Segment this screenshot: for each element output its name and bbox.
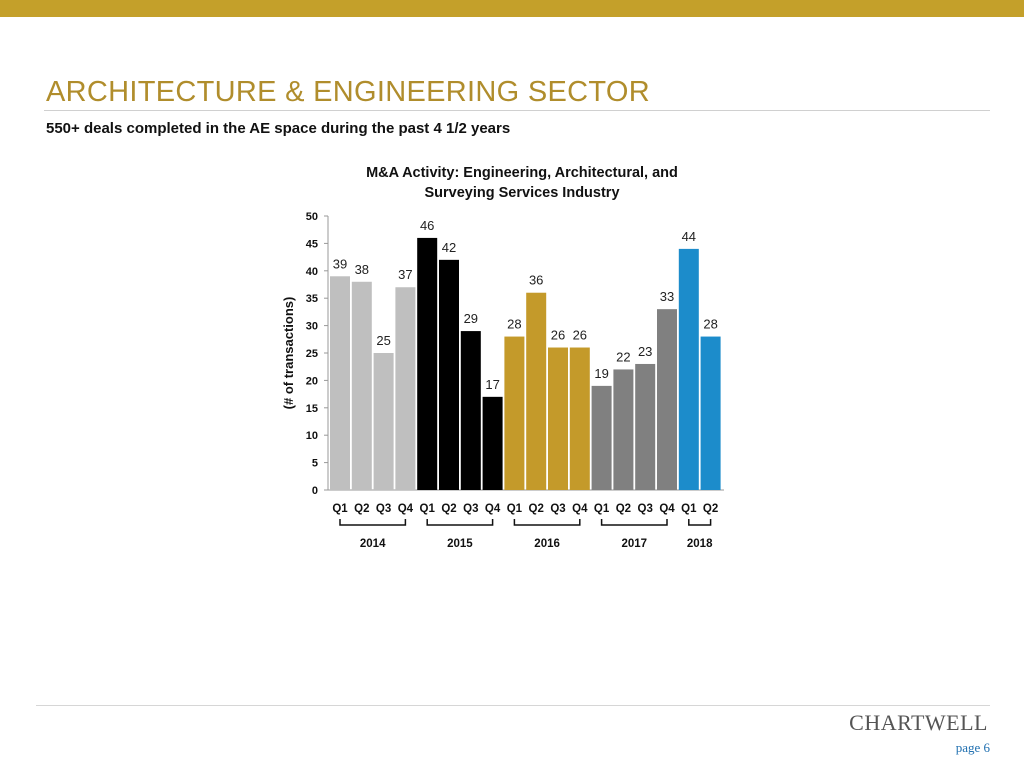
bar-2015-q2 — [439, 259, 459, 490]
year-label: 2015 — [447, 538, 473, 550]
bar-value-label: 25 — [376, 333, 390, 348]
page-subtitle: 550+ deals completed in the AE space dur… — [46, 120, 511, 137]
bar-2014-q1 — [330, 276, 350, 490]
bar-2016-q4 — [569, 347, 590, 490]
bar-value-label: 26 — [551, 328, 565, 343]
y-tick-label: 15 — [306, 403, 318, 415]
y-tick-label: 45 — [306, 238, 318, 250]
footer-divider — [36, 705, 990, 706]
bar-2014-q4 — [395, 287, 416, 490]
year-bracket — [339, 519, 407, 526]
x-tick-label: Q4 — [485, 503, 501, 515]
bar-2015-q1 — [417, 237, 438, 490]
x-tick-label: Q3 — [638, 503, 653, 515]
chart-title-line-1: M&A Activity: Engineering, Architectural… — [366, 165, 678, 181]
bar-value-label: 44 — [682, 229, 696, 244]
year-label: 2018 — [687, 538, 713, 550]
y-tick-label: 35 — [306, 293, 318, 305]
bar-value-label: 39 — [333, 256, 347, 271]
bar-2015-q3 — [460, 331, 481, 490]
year-bracket — [513, 519, 581, 526]
bar-value-label: 26 — [573, 328, 587, 343]
year-bracket — [688, 519, 712, 526]
y-axis-label: (# of transactions) — [281, 297, 296, 410]
bar-value-label: 42 — [442, 240, 456, 255]
x-tick-label: Q1 — [507, 503, 523, 515]
x-tick-label: Q3 — [550, 503, 565, 515]
y-tick-label: 30 — [306, 321, 318, 333]
y-tick-label: 10 — [306, 430, 318, 442]
top-accent-bar — [0, 0, 1024, 17]
x-tick-label: Q2 — [616, 503, 631, 515]
bar-value-label: 17 — [485, 377, 499, 392]
x-tick-label: Q1 — [594, 503, 610, 515]
bar-value-label: 46 — [420, 218, 434, 233]
year-bracket — [600, 519, 668, 526]
page-title: ARCHITECTURE & ENGINEERING SECTOR — [46, 76, 650, 108]
chartwell-logo: CHARTWELL — [849, 710, 988, 735]
x-tick-label: Q1 — [420, 503, 436, 515]
bar-value-label: 37 — [398, 267, 412, 282]
bar-2016-q2 — [526, 292, 547, 490]
page-number: page 6 — [955, 740, 990, 755]
bar-value-label: 29 — [464, 311, 478, 326]
bar-value-label: 33 — [660, 289, 674, 304]
x-tick-label: Q3 — [463, 503, 478, 515]
bar-2018-q2 — [700, 336, 721, 490]
bar-2017-q2 — [613, 369, 634, 490]
year-label: 2016 — [534, 538, 560, 550]
bar-value-label: 23 — [638, 344, 652, 359]
y-tick-label: 20 — [306, 375, 318, 387]
title-divider — [44, 110, 990, 111]
x-tick-label: Q3 — [376, 503, 391, 515]
bar-2018-q1 — [678, 248, 699, 490]
y-tick-label: 5 — [312, 458, 318, 470]
y-tick-label: 50 — [306, 211, 318, 223]
x-tick-label: Q1 — [681, 503, 697, 515]
year-label: 2017 — [622, 538, 648, 550]
x-tick-label: Q2 — [703, 503, 718, 515]
y-tick-label: 40 — [306, 266, 318, 278]
y-tick-label: 25 — [306, 348, 318, 360]
year-label: 2014 — [360, 538, 386, 550]
x-tick-label: Q2 — [354, 503, 369, 515]
year-bracket — [426, 519, 494, 526]
bar-value-label: 28 — [507, 317, 521, 332]
bar-value-label: 19 — [594, 366, 608, 381]
bar-value-label: 38 — [355, 262, 369, 277]
bar-2017-q3 — [635, 363, 656, 490]
x-tick-label: Q4 — [398, 503, 414, 515]
bar-2014-q2 — [351, 281, 372, 490]
bar-value-label: 22 — [616, 349, 630, 364]
x-tick-label: Q1 — [332, 503, 348, 515]
bar-value-label: 28 — [703, 317, 717, 332]
chart-title-line-2: Surveying Services Industry — [424, 185, 619, 201]
bar-2014-q3 — [373, 353, 394, 490]
bar-2015-q4 — [482, 396, 503, 490]
bar-2016-q3 — [548, 347, 568, 490]
x-tick-label: Q4 — [659, 503, 675, 515]
x-tick-label: Q4 — [572, 503, 588, 515]
bar-2017-q4 — [657, 309, 677, 490]
bar-value-label: 36 — [529, 273, 543, 288]
y-tick-label: 0 — [312, 485, 318, 497]
x-tick-label: Q2 — [441, 503, 456, 515]
x-tick-label: Q2 — [529, 503, 544, 515]
bar-2017-q1 — [591, 385, 612, 490]
bar-2016-q1 — [504, 336, 525, 490]
